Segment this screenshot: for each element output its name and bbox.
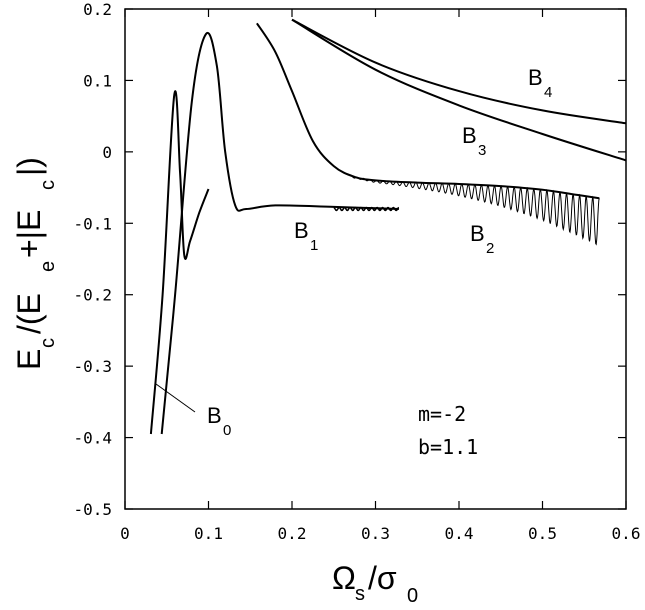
x-tick-label: 0.5 — [528, 524, 557, 543]
series-line-b0 — [149, 90, 210, 435]
curve-label-b1: B — [294, 218, 309, 243]
x-tick-label: 0 — [120, 524, 130, 543]
y-tick-label: -0.3 — [73, 357, 112, 376]
svg-text:s: s — [355, 583, 365, 605]
y-tick-label: -0.2 — [73, 286, 112, 305]
svg-text:E: E — [11, 349, 47, 370]
curves — [149, 18, 627, 435]
series-line-b3 — [291, 18, 627, 162]
svg-text:0: 0 — [407, 585, 418, 607]
curve-label-b4: B — [528, 65, 543, 90]
param-m: m=-2 — [418, 402, 466, 426]
curve-label-sub-b2: 2 — [486, 240, 494, 257]
x-tick-label: 0.1 — [194, 524, 223, 543]
svg-text:c: c — [37, 338, 59, 348]
curve-label-sub-b3: 3 — [478, 142, 486, 159]
curve-label-b3: B — [462, 123, 477, 148]
svg-text:+|E: +|E — [11, 210, 47, 258]
y-tick-label: -0.4 — [73, 429, 112, 448]
y-tick-label: 0.2 — [83, 0, 112, 19]
series-ripple-b1 — [333, 206, 400, 212]
svg-text:/σ: /σ — [368, 560, 397, 596]
x-tick-label: 0.2 — [278, 524, 307, 543]
curve-label-sub-b1: 1 — [310, 237, 318, 254]
series-line-b4 — [291, 18, 627, 125]
curve-label-sub-b0: 0 — [223, 422, 231, 439]
svg-text:e: e — [37, 261, 59, 272]
curve-label-b0: B — [207, 403, 222, 428]
axis-ticks: 0 0.1 0.2 0.3 0.4 0.5 0.6 0.2 0.1 0 -0.1 -0.2 -0.3 -0… — [73, 0, 640, 543]
series-line-b1 — [160, 31, 399, 435]
series-ripple-b2 — [350, 174, 600, 246]
x-tick-label: 0.4 — [445, 524, 474, 543]
x-axis-label: Ω s /σ 0 — [332, 560, 418, 607]
x-tick-label: 0.3 — [361, 524, 390, 543]
y-tick-label: -0.1 — [73, 214, 112, 233]
param-b: b=1.1 — [418, 435, 478, 459]
curve-label-b2: B — [470, 221, 485, 246]
svg-text:c: c — [37, 180, 59, 190]
y-axis-label: E c /(E e +|E c |) — [11, 157, 59, 370]
y-tick-label: 0 — [102, 143, 112, 162]
svg-text:Ω: Ω — [332, 560, 356, 596]
svg-text:/(E: /(E — [11, 293, 47, 334]
y-tick-label: 0.1 — [83, 71, 112, 90]
b0-pointer-line — [155, 383, 196, 413]
x-tick-label: 0.6 — [612, 524, 641, 543]
svg-text:|): |) — [11, 157, 47, 176]
y-tick-label: -0.5 — [73, 500, 112, 519]
curve-label-sub-b4: 4 — [544, 84, 552, 101]
